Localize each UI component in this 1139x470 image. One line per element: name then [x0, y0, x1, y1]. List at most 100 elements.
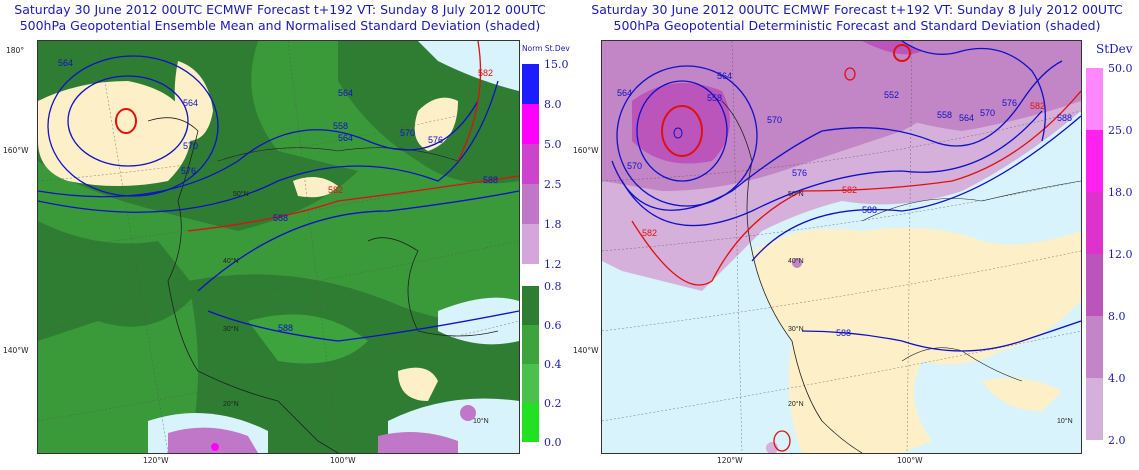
left-map-gridline — [287, 41, 339, 453]
left-legend-label: 0.2 — [544, 397, 562, 410]
right-map-spread-region — [632, 83, 730, 164]
right-lat-label-40n: 40°N — [788, 257, 804, 265]
right-map-contour-label: 582 — [642, 228, 657, 238]
right-map-contour-label: 570 — [980, 108, 995, 118]
right-map-contour-582 — [631, 90, 1081, 286]
left-legend-label: 15.0 — [544, 58, 569, 71]
right-legend-label: 8.0 — [1108, 310, 1126, 323]
right-map-gridline — [906, 41, 913, 453]
left-map-gridline — [97, 41, 169, 453]
right-map-contour — [801, 320, 1081, 352]
right-map-contour — [616, 65, 758, 207]
right-map-contour-label: 564 — [717, 71, 732, 81]
right-map-contour — [636, 80, 728, 182]
right-map-canvas: 564 558 564 570 570 576 582 582 588 588 … — [602, 41, 1081, 453]
right-map-contour-label: 558 — [937, 110, 952, 120]
left-map-coastline — [217, 147, 459, 162]
left-map-purple-spread-region — [460, 405, 476, 421]
right-lon-label-160w: 160°W — [573, 146, 599, 155]
right-map-contour-label: 588 — [836, 328, 851, 338]
left-map-contour — [38, 80, 499, 213]
right-map-contour — [751, 115, 1081, 262]
left-map-contour-582 — [457, 41, 482, 162]
right-title-line1: Saturday 30 June 2012 00UTC ECMWF Foreca… — [591, 2, 1123, 17]
right-legend-swatch — [1086, 316, 1103, 378]
right-lon-label-100w: 100°W — [897, 456, 923, 465]
right-map-contour-label: 558 — [707, 93, 722, 103]
left-map-low-spread-region — [418, 41, 519, 91]
left-map-mid-spread-region — [248, 314, 368, 364]
right-legend-swatch — [1086, 192, 1103, 254]
left-map-contour — [38, 100, 479, 198]
left-map-high-spread-region — [38, 221, 198, 341]
left-legend-label: 0.8 — [544, 280, 562, 293]
left-map-contour-label: 588 — [278, 323, 293, 333]
left-map-contour — [67, 75, 189, 167]
left-map-purple-spread-region — [378, 432, 458, 453]
left-map-purple-spread-region — [168, 427, 258, 453]
right-legend-label: 12.0 — [1108, 248, 1133, 261]
right-map-land — [752, 227, 1081, 453]
left-map-contour-label: 564 — [58, 58, 73, 68]
right-map-contour-label: 576 — [1002, 98, 1017, 108]
right-map-land — [982, 377, 1062, 411]
left-map-contour — [197, 190, 519, 292]
right-lat-label-50n: 50°N — [788, 190, 804, 198]
right-map-contour-label: 588 — [862, 205, 877, 215]
left-lat-label-50n: 50°N — [233, 190, 249, 198]
right-map[interactable]: 564 558 564 570 570 576 582 582 588 588 … — [601, 40, 1082, 454]
right-legend-swatch — [1086, 254, 1103, 316]
right-map-coastline — [721, 100, 863, 453]
left-map-contour-label: 564 — [183, 98, 198, 108]
left-map-coastline — [367, 237, 499, 337]
right-map-contour — [621, 110, 1043, 227]
left-legend-swatch — [522, 325, 539, 364]
left-lat-label-30n: 30°N — [223, 325, 239, 333]
right-lat-label-30n: 30°N — [788, 325, 804, 333]
left-map-near-zero-region — [38, 81, 191, 186]
right-map-gridline — [602, 110, 1081, 182]
right-map-contour — [611, 60, 1063, 211]
left-map-near-zero-region — [398, 367, 438, 401]
left-legend-label: 0.0 — [544, 436, 562, 449]
right-map-contour — [901, 41, 1046, 142]
right-map-coastline — [861, 180, 1081, 222]
right-map-contour-label: 582 — [1030, 101, 1045, 111]
right-map-contour-label: 576 — [792, 168, 807, 178]
left-map-contour-label: 558 — [333, 121, 348, 131]
right-legend: 50.0 25.0 18.0 12.0 8.0 4.0 2.0 — [1086, 62, 1139, 448]
right-legend-label: 50.0 — [1108, 62, 1133, 75]
left-legend-swatch — [522, 224, 539, 264]
left-legend-swatch — [522, 64, 539, 104]
left-map-contour-label: 588 — [273, 213, 288, 223]
left-legend-label: 1.8 — [544, 218, 562, 231]
right-map-gridline — [602, 180, 1081, 252]
right-map-contour-label: 570 — [767, 115, 782, 125]
left-map-gridline — [38, 170, 519, 252]
right-lon-label-140w: 140°W — [573, 346, 599, 355]
left-map-contour-label: 564 — [338, 133, 353, 143]
left-lon-label-100w: 100°W — [330, 456, 356, 465]
right-lat-label-20n: 20°N — [788, 400, 804, 408]
left-map-gridline — [38, 320, 519, 422]
right-map-contour-label: 552 — [884, 90, 899, 100]
right-map-spread-region — [792, 258, 802, 268]
left-map[interactable]: 564 564 564 570 576 582 582 588 588 588 … — [37, 40, 520, 454]
right-map-contour-label: 570 — [627, 161, 642, 171]
right-map-low-center-contour — [673, 127, 683, 139]
right-legend-label: 2.0 — [1108, 434, 1126, 447]
left-legend-swatch — [522, 364, 539, 403]
right-map-low-center-contour — [773, 430, 791, 452]
left-legend-label: 2.5 — [544, 178, 562, 191]
left-map-contour-label: 576 — [428, 135, 443, 145]
right-legend-label: 18.0 — [1108, 186, 1133, 199]
right-map-contour-label: 588 — [1057, 113, 1072, 123]
left-map-contour-label: 582 — [328, 185, 343, 195]
right-map-contour-label: 564 — [617, 88, 632, 98]
left-map-contour-label: 582 — [478, 68, 493, 78]
left-lat-label-20n: 20°N — [223, 400, 239, 408]
left-lat-label-10n: 10°N — [473, 417, 489, 425]
left-lon-label-160w: 160°W — [3, 146, 29, 155]
left-title-line1: Saturday 30 June 2012 00UTC ECMWF Foreca… — [14, 2, 546, 17]
left-map-contour — [207, 310, 519, 342]
